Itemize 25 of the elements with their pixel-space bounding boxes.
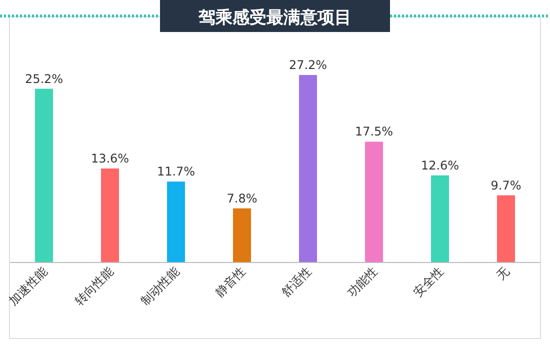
data-label: 9.7% [490, 178, 522, 192]
x-tick-label: 静音性 [212, 264, 248, 300]
x-tick-label: 功能性 [344, 264, 380, 300]
bar [365, 142, 383, 262]
bar [167, 182, 185, 262]
bar [497, 195, 515, 262]
x-tick-label: 无 [494, 264, 512, 283]
chart-title: 驾乘感受最满意项目 [198, 8, 352, 28]
bar [101, 168, 119, 262]
data-label: 27.2% [288, 58, 328, 72]
x-tick-label: 制动性能 [138, 264, 182, 308]
x-tick-label: 加速性能 [6, 264, 50, 308]
bar [233, 208, 251, 262]
data-label: 12.6% [420, 158, 460, 172]
x-tick-label: 转向性能 [72, 264, 116, 308]
data-label: 11.7% [156, 164, 196, 179]
data-label: 13.6% [90, 152, 130, 166]
data-label: 17.5% [354, 124, 394, 139]
data-label: 25.2% [24, 72, 64, 86]
x-tick-label: 安全性 [410, 264, 446, 300]
x-tick-label: 舒适性 [278, 264, 314, 300]
bar [299, 75, 317, 262]
bar [35, 88, 53, 262]
data-label: 7.8% [226, 191, 258, 206]
bar [431, 175, 449, 262]
